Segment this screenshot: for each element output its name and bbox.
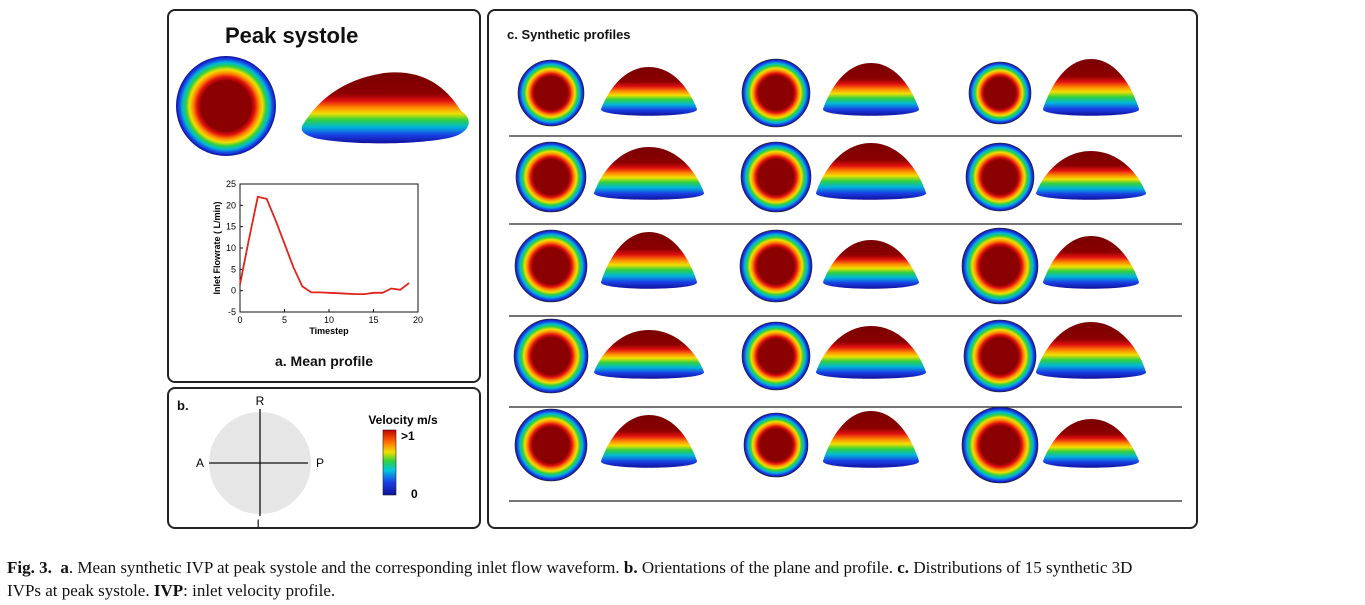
caption-text-b: Orientations of the plane and profile. bbox=[637, 558, 894, 577]
caption-key-a: a bbox=[60, 558, 69, 577]
synthetic-profile-disc bbox=[744, 413, 808, 477]
caption-fig-number: Fig. 3. bbox=[7, 558, 52, 577]
synthetic-profile-disc bbox=[515, 230, 587, 302]
colorbar-max-label: >1 bbox=[401, 429, 415, 443]
synthetic-profile-dome bbox=[822, 411, 920, 468]
synthetic-profile-disc bbox=[964, 320, 1036, 392]
y-axis-label: Inlet Flowrate ( L/min) bbox=[212, 201, 222, 294]
synthetic-profile-dome bbox=[1042, 419, 1140, 468]
synthetic-profile-dome bbox=[815, 143, 927, 200]
x-tick-label: 10 bbox=[324, 315, 334, 325]
synthetic-profile-disc bbox=[740, 230, 812, 302]
orientation-label-left: A bbox=[196, 456, 204, 470]
synthetic-profile-dome bbox=[822, 63, 920, 116]
synthetic-profiles-grid bbox=[509, 58, 1182, 502]
synthetic-profile-dome bbox=[1035, 322, 1147, 379]
synthetic-profile-disc-outline bbox=[968, 61, 1032, 125]
synthetic-profile-disc bbox=[518, 60, 584, 126]
x-tick-label: 0 bbox=[237, 315, 242, 325]
synthetic-profile-disc bbox=[742, 322, 810, 390]
mean-profile-label: a. Mean profile bbox=[274, 353, 374, 369]
x-tick-label: 20 bbox=[413, 315, 423, 325]
orientation-label-top: R bbox=[256, 394, 265, 408]
mean-profile-disc bbox=[176, 56, 276, 156]
synthetic-profile-disc-outline bbox=[963, 319, 1037, 393]
synthetic-profile-dome bbox=[1035, 151, 1147, 200]
x-tick-label: 5 bbox=[282, 315, 287, 325]
caption-key-b: b. bbox=[623, 558, 638, 577]
synthetic-profile-dome bbox=[822, 240, 920, 289]
synthetic-profile-dome bbox=[1042, 236, 1140, 289]
synthetic-profile-disc-outline bbox=[965, 142, 1035, 212]
colorbar-min-label: 0 bbox=[411, 487, 418, 501]
synthetic-profile-disc-outline bbox=[743, 412, 809, 478]
caption-text-a: . Mean synthetic IVP at peak systole and… bbox=[68, 558, 620, 577]
y-tick-label: 25 bbox=[226, 179, 236, 189]
panel-b-label: b. bbox=[177, 398, 189, 413]
synthetic-profile-disc bbox=[962, 228, 1038, 304]
synthetic-profile-disc-outline bbox=[515, 141, 587, 213]
synthetic-profile-disc-outline bbox=[961, 406, 1039, 484]
synthetic-profile-dome bbox=[600, 67, 698, 116]
synthetic-profile-disc-outline bbox=[517, 59, 585, 127]
panel-b: b. R L A P Velocity m/s >1 0 bbox=[167, 387, 481, 529]
synthetic-profile-disc bbox=[741, 142, 811, 212]
synthetic-profile-disc-outline bbox=[739, 229, 813, 303]
y-tick-label: 10 bbox=[226, 243, 236, 253]
y-tick-label: -5 bbox=[228, 307, 236, 317]
y-tick-label: 0 bbox=[231, 286, 236, 296]
caption-line2: IVPs at peak systole. bbox=[7, 581, 150, 600]
synthetic-profile-dome bbox=[815, 326, 927, 379]
caption-key-ivp: IVP bbox=[153, 581, 184, 600]
velocity-colorbar bbox=[382, 429, 397, 496]
panel-c: c. Synthetic profiles bbox=[487, 9, 1198, 529]
synthetic-profile-disc bbox=[966, 143, 1034, 211]
synthetic-profile-disc bbox=[516, 142, 586, 212]
synthetic-profile-disc-outline bbox=[741, 321, 811, 391]
panel-a: Peak systole 0 5 10 15 20 -5 0 5 10 15 20 25 Timeste… bbox=[167, 9, 481, 383]
x-axis-label: Timestep bbox=[309, 326, 349, 336]
synthetic-profile-disc-outline bbox=[514, 408, 588, 482]
peak-systole-title: Peak systole bbox=[225, 23, 359, 48]
synthetic-profile-disc bbox=[514, 319, 588, 393]
colorbar-title: Velocity m/s bbox=[368, 413, 438, 427]
orientation-label-right: P bbox=[316, 456, 324, 470]
synthetic-profile-disc-outline bbox=[740, 141, 812, 213]
mean-profile-dome bbox=[301, 72, 469, 144]
synthetic-profile-disc bbox=[962, 407, 1038, 483]
caption-text-c: Distributions of 15 synthetic 3D bbox=[909, 558, 1133, 577]
x-tick-label: 15 bbox=[368, 315, 378, 325]
synthetic-profile-disc bbox=[742, 59, 810, 127]
orientation-label-bottom: L bbox=[257, 517, 264, 527]
synthetic-profile-dome bbox=[600, 232, 698, 289]
synthetic-profile-disc bbox=[515, 409, 587, 481]
synthetic-profile-dome bbox=[593, 330, 705, 379]
figure-caption: Fig. 3. a. Mean synthetic IVP at peak sy… bbox=[7, 556, 1362, 602]
caption-text-ivp: : inlet velocity profile. bbox=[183, 581, 336, 600]
synthetic-profile-disc-outline bbox=[513, 318, 589, 394]
caption-key-c: c. bbox=[897, 558, 910, 577]
synthetic-profile-dome bbox=[1042, 59, 1140, 116]
orientation-diagram: R L A P Velocity m/s >1 0 bbox=[196, 394, 438, 527]
y-tick-label: 15 bbox=[226, 222, 236, 232]
y-tick-label: 20 bbox=[226, 200, 236, 210]
synthetic-profile-dome bbox=[593, 147, 705, 200]
synthetic-profile-dome bbox=[600, 415, 698, 468]
synthetic-profiles-title: c. Synthetic profiles bbox=[507, 27, 631, 42]
synthetic-profile-disc-outline bbox=[741, 58, 811, 128]
y-tick-label: 5 bbox=[231, 264, 236, 274]
flowrate-line bbox=[239, 195, 410, 296]
synthetic-profile-disc-outline bbox=[961, 227, 1039, 305]
synthetic-profile-disc bbox=[969, 62, 1031, 124]
synthetic-profile-disc-outline bbox=[514, 229, 588, 303]
